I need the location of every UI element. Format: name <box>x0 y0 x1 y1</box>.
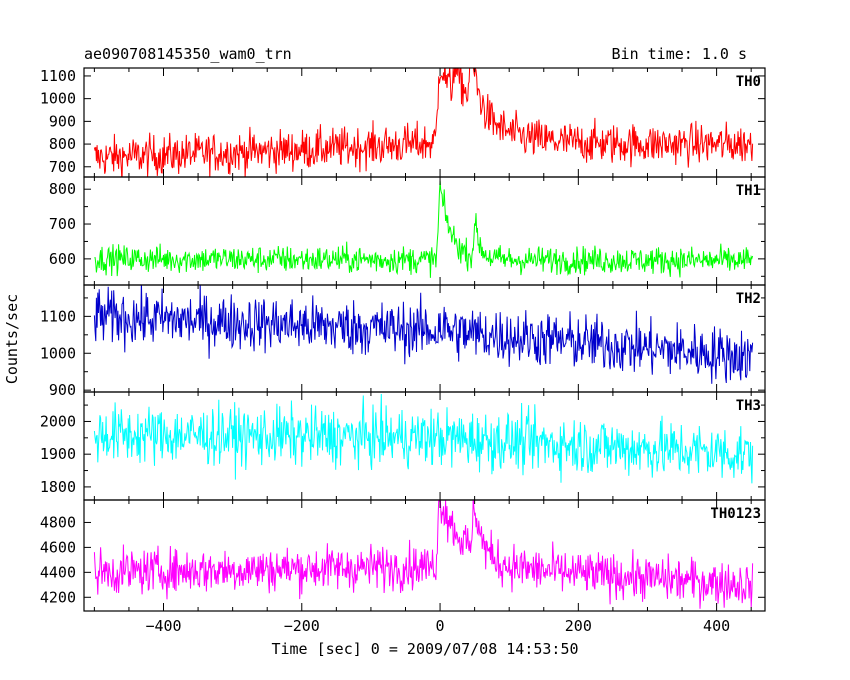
y-tick-label: 2000 <box>40 412 76 430</box>
panels-group: TH0 700 800 900 1000 1100 TH1 600 700 800 TH2 900 10… <box>40 67 766 635</box>
y-tick-label: 4200 <box>40 588 76 606</box>
panel-frame-th2 <box>83 284 766 393</box>
y-tick-label: 1800 <box>40 478 76 496</box>
y-tick-label: 1000 <box>40 90 76 108</box>
x-tick-label: 0 <box>436 617 445 635</box>
y-tick-label: 800 <box>49 180 76 198</box>
x-tick-label: −200 <box>284 617 320 635</box>
x-axis-title: Time [sec] 0 = 2009/07/08 14:53:50 <box>271 640 578 658</box>
series-line-th0 <box>93 68 754 177</box>
panel-label-th3: TH3 <box>736 398 761 414</box>
y-tick-label: 1900 <box>40 445 76 463</box>
plot-title: ae090708145350_wam0_trn <box>84 45 292 63</box>
y-tick-label: 600 <box>49 250 76 268</box>
bin-time-label: Bin time: 1.0 s <box>612 45 747 63</box>
y-tick-label: 1100 <box>40 67 76 85</box>
series-line-th3 <box>93 393 754 484</box>
y-tick-label: 4800 <box>40 513 76 531</box>
y-tick-label: 700 <box>49 158 76 176</box>
panel-label-th1: TH1 <box>736 183 761 199</box>
y-tick-label: 4400 <box>40 563 76 581</box>
y-tick-label: 4600 <box>40 538 76 556</box>
y-tick-label: 800 <box>49 135 76 153</box>
series-line-th0123 <box>93 500 754 609</box>
panel-label-th0: TH0 <box>736 74 761 90</box>
x-tick-label: 200 <box>565 617 592 635</box>
y-axis-title: Counts/sec <box>3 294 21 384</box>
panel-label-th0123: TH0123 <box>710 506 761 522</box>
series-line-th1 <box>94 180 754 278</box>
series-line-th2 <box>93 285 754 384</box>
panel-frame-th0123 <box>83 499 766 612</box>
panel-label-th2: TH2 <box>736 291 761 307</box>
y-tick-label: 700 <box>49 215 76 233</box>
x-tick-label: 400 <box>703 617 730 635</box>
y-tick-label: 1100 <box>40 307 76 325</box>
y-tick-label: 900 <box>49 381 76 399</box>
x-tick-label: −400 <box>145 617 181 635</box>
panel-frame-th0 <box>83 67 766 178</box>
y-tick-label: 900 <box>49 112 76 130</box>
y-tick-label: 1000 <box>40 344 76 362</box>
